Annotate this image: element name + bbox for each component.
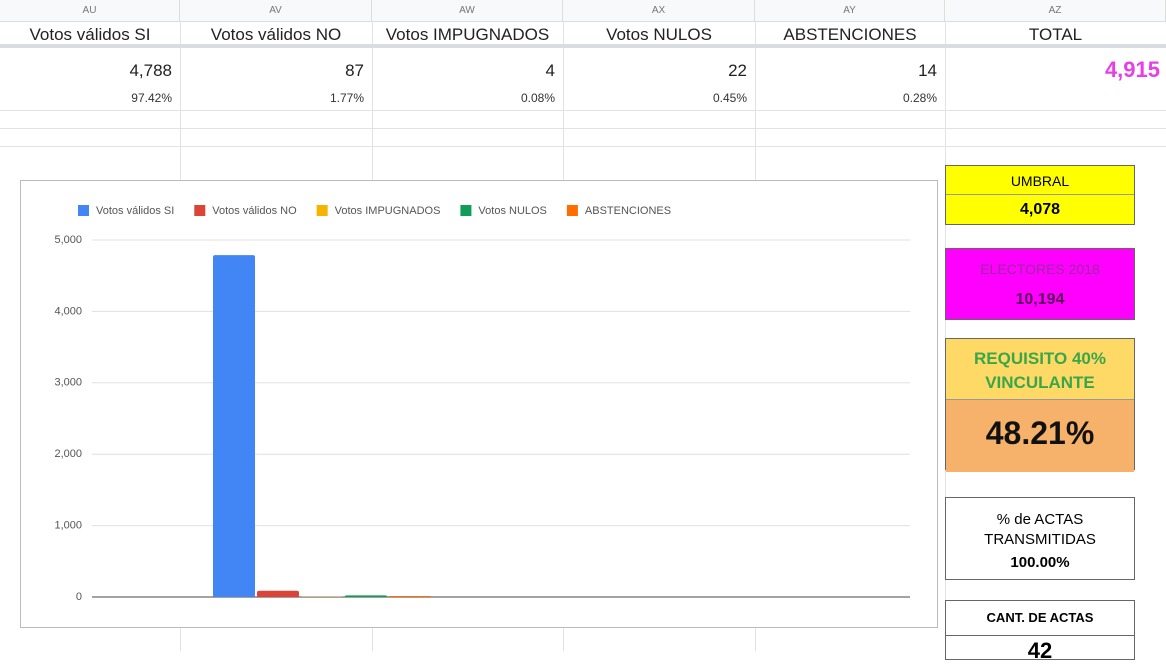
panel-value: 10,194	[946, 285, 1134, 315]
panel-label: UMBRAL	[946, 166, 1134, 195]
total-value: 4,915	[945, 52, 1166, 88]
chart: 0 1,000 2,000 3,000 4,000 5,000 Votos válidos …	[20, 180, 938, 628]
legend-swatch	[194, 205, 205, 216]
legend-label: Votos IMPUGNADOS	[335, 205, 441, 217]
panel-value: 4,078	[946, 195, 1134, 225]
row-line	[0, 146, 1166, 147]
percent-cell: 0.08%	[372, 88, 563, 108]
column-header: ABSTENCIONES	[755, 22, 945, 48]
panel-label: % de ACTAS TRANSMITIDAS	[946, 498, 1134, 552]
count-cell: 4,788	[0, 58, 180, 84]
column-header: Votos NULOS	[563, 22, 755, 48]
legend-swatch	[567, 205, 578, 216]
panel-value: 100.00%	[946, 552, 1134, 574]
y-tick-label: 1,000	[54, 520, 82, 532]
column-letter: AY	[755, 0, 945, 22]
column-header: TOTAL	[945, 22, 1166, 48]
y-tick-label: 0	[76, 591, 82, 603]
bar	[213, 255, 255, 597]
row-line	[0, 110, 1166, 111]
column-letter: AX	[563, 0, 755, 22]
legend-swatch	[460, 205, 471, 216]
legend-label: Votos válidos SI	[96, 205, 174, 217]
column-letter: AZ	[945, 0, 1166, 22]
y-tick-label: 4,000	[54, 305, 82, 317]
panel-label: REQUISITO 40% VINCULANTE	[946, 339, 1134, 399]
y-tick-label: 3,000	[54, 377, 82, 389]
column-header: Votos válidos NO	[180, 22, 372, 48]
y-tick-label: 5,000	[54, 234, 82, 246]
legend-label: Votos NULOS	[478, 205, 546, 217]
bar	[257, 591, 299, 597]
panel-label: CANT. DE ACTAS	[946, 601, 1134, 636]
column-header: Votos IMPUGNADOS	[372, 22, 563, 48]
count-cell: 87	[180, 58, 372, 84]
count-cell: 4	[372, 58, 563, 84]
column-letter: AW	[372, 0, 563, 22]
legend-label: ABSTENCIONES	[585, 205, 671, 217]
row-line	[0, 128, 1166, 129]
count-cell: 22	[563, 58, 755, 84]
percent-cell: 97.42%	[0, 88, 180, 108]
y-tick-label: 2,000	[54, 448, 82, 460]
legend-label: Votos válidos NO	[212, 205, 297, 217]
column-letter: AV	[180, 0, 372, 22]
bar	[389, 596, 431, 597]
legend-swatch	[78, 205, 89, 216]
panel-label: ELECTORES 2018	[946, 249, 1134, 285]
column-letter: AU	[0, 0, 180, 22]
percent-cell: 0.45%	[563, 88, 755, 108]
column-header: Votos válidos SI	[0, 22, 180, 48]
bar	[345, 595, 387, 597]
panel-value: 48.21%	[946, 399, 1134, 472]
chart-frame	[21, 181, 938, 628]
percent-cell: 0.28%	[755, 88, 945, 108]
percent-cell: 1.77%	[180, 88, 372, 108]
count-cell: 14	[755, 58, 945, 84]
panel-value: 42	[946, 636, 1134, 666]
legend-swatch	[317, 205, 328, 216]
